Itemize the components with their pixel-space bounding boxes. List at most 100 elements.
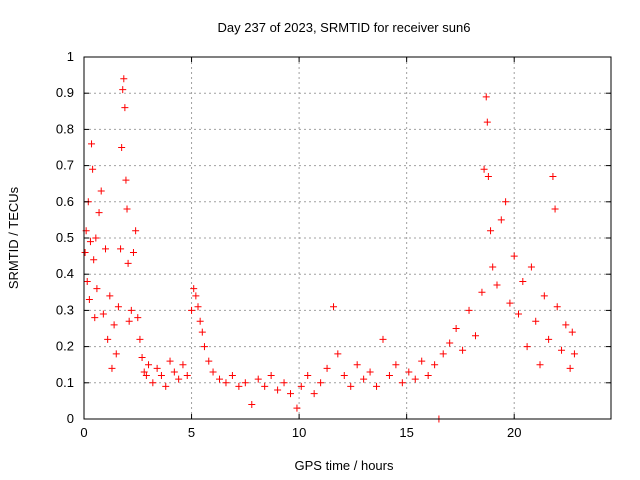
data-point [136, 335, 144, 343]
data-point [459, 346, 467, 354]
data-point [175, 375, 183, 383]
data-point [286, 390, 294, 398]
data-point [149, 379, 157, 387]
y-tick-label: 0.7 [56, 158, 74, 173]
y-tick-label: 0.1 [56, 375, 74, 390]
chart-title: Day 237 of 2023, SRMTID for receiver sun… [218, 20, 471, 35]
data-point [86, 238, 94, 246]
data-point [536, 361, 544, 369]
data-point [254, 375, 262, 383]
data-point [216, 375, 224, 383]
data-point [102, 245, 110, 253]
data-points [81, 75, 578, 423]
data-point [484, 172, 492, 180]
data-point [125, 317, 133, 325]
y-tick-label: 0.9 [56, 85, 74, 100]
data-point [121, 104, 129, 112]
data-point [91, 314, 99, 322]
data-point [480, 165, 488, 173]
data-point [553, 303, 561, 311]
data-point [104, 335, 112, 343]
data-point [566, 364, 574, 372]
data-point [190, 285, 198, 293]
data-point [497, 216, 505, 224]
data-point [88, 140, 96, 148]
data-point [360, 375, 368, 383]
data-point [99, 310, 107, 318]
data-point [304, 372, 312, 380]
data-point [392, 361, 400, 369]
data-point [471, 332, 479, 340]
data-point [92, 234, 100, 242]
plot-frame [83, 56, 612, 420]
data-point [515, 310, 523, 318]
data-point [200, 343, 208, 351]
data-point [317, 379, 325, 387]
data-point [188, 306, 196, 314]
data-point [519, 277, 527, 285]
x-tick-label: 15 [399, 425, 413, 440]
data-point [379, 335, 387, 343]
data-point [293, 404, 301, 412]
data-point [274, 386, 282, 394]
data-point [205, 357, 213, 365]
data-point [310, 390, 318, 398]
data-point [124, 259, 132, 267]
data-point [506, 299, 514, 307]
data-point [142, 372, 150, 380]
data-point [424, 372, 432, 380]
data-point [465, 306, 473, 314]
data-point [132, 227, 140, 235]
data-point [347, 382, 355, 390]
data-point [228, 372, 236, 380]
data-point [117, 245, 125, 253]
data-point [570, 350, 578, 358]
x-tick-label: 10 [292, 425, 306, 440]
data-point [540, 292, 548, 300]
data-point [446, 339, 454, 347]
data-point [93, 285, 101, 293]
data-point [487, 227, 495, 235]
data-point [340, 372, 348, 380]
data-point [523, 343, 531, 351]
y-tick-label: 0.2 [56, 339, 74, 354]
data-point [85, 296, 93, 304]
data-point [123, 205, 131, 213]
x-tick-label: 20 [507, 425, 521, 440]
data-point [138, 353, 146, 361]
data-point [157, 372, 165, 380]
data-point [248, 401, 256, 409]
data-point [196, 317, 204, 325]
y-tick-label: 0.8 [56, 121, 74, 136]
data-point [483, 118, 491, 126]
y-tick-label: 0.3 [56, 302, 74, 317]
axis-ticks: 0 5 10 15 20 0 0.1 0.2 0.3 0.4 0.5 0.6 0.7 0.8 0.9 1 [56, 49, 611, 440]
data-point [134, 314, 142, 322]
data-point [89, 165, 97, 173]
grid [84, 57, 611, 419]
data-point [489, 263, 497, 271]
data-point [192, 292, 200, 300]
y-tick-label: 0.4 [56, 266, 74, 281]
data-point [551, 205, 559, 213]
y-tick-label: 0.6 [56, 194, 74, 209]
x-tick-label: 5 [188, 425, 195, 440]
data-point [297, 382, 305, 390]
data-point [145, 361, 153, 369]
data-point [241, 379, 249, 387]
y-tick-label: 0 [67, 411, 74, 426]
data-point [323, 364, 331, 372]
data-point [110, 321, 118, 329]
data-point [482, 93, 490, 101]
data-point [122, 176, 130, 184]
data-point [334, 350, 342, 358]
data-point [558, 346, 566, 354]
x-tick-label: 0 [80, 425, 87, 440]
data-point [81, 248, 89, 256]
data-point [398, 379, 406, 387]
data-point [90, 256, 98, 264]
data-point [140, 368, 148, 376]
data-point [129, 248, 137, 256]
y-tick-label: 1 [67, 49, 74, 64]
